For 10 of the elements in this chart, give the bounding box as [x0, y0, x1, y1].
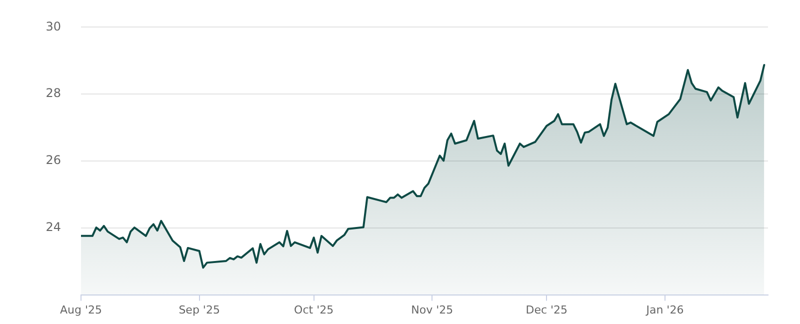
y-tick-label: 28 — [46, 86, 61, 100]
x-tick-label: Dec '25 — [526, 303, 568, 316]
y-tick-label: 30 — [46, 19, 61, 34]
x-tick-label: Sep '25 — [178, 303, 220, 316]
x-tick-label: Aug '25 — [60, 303, 102, 316]
y-tick-label: 24 — [46, 220, 61, 234]
x-tick-label: Oct '25 — [294, 303, 334, 316]
x-tick-label: Nov '25 — [411, 303, 454, 316]
x-tick-label: Jan '26 — [645, 303, 684, 316]
y-tick-label: 26 — [46, 153, 61, 168]
